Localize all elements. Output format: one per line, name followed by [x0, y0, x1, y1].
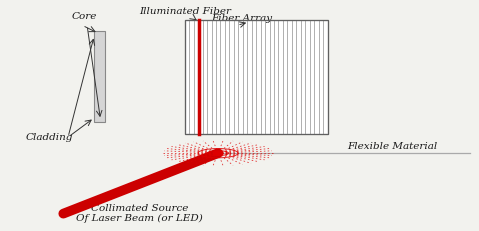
Text: Fiber Array: Fiber Array: [211, 14, 273, 23]
Circle shape: [214, 151, 222, 155]
Text: Cladding: Cladding: [25, 133, 73, 142]
Bar: [94, 31, 105, 122]
Bar: [185, 20, 328, 134]
Text: Core: Core: [72, 12, 97, 21]
Text: Collimated Source
Of Laser Beam (or LED): Collimated Source Of Laser Beam (or LED): [76, 204, 203, 223]
Text: Flexible Material: Flexible Material: [347, 142, 437, 151]
Text: Illuminated Fiber: Illuminated Fiber: [139, 7, 231, 16]
Bar: [185, 20, 328, 134]
